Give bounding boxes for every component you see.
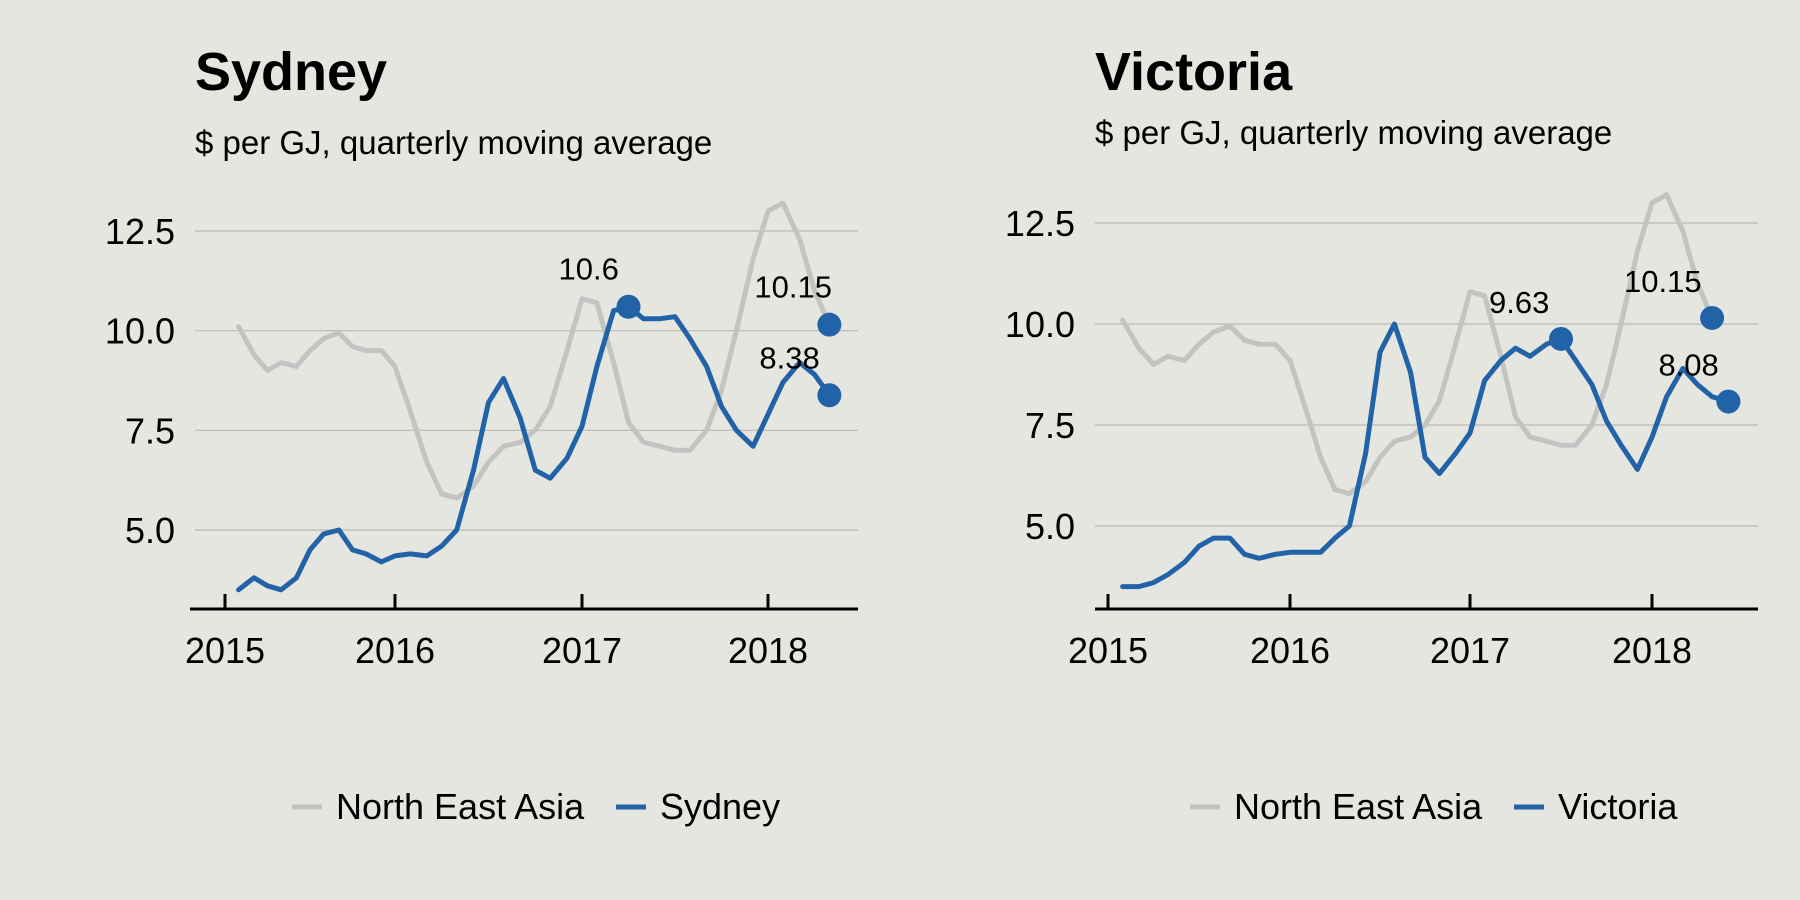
sydney-series-line-north-east-asia (236, 200, 832, 501)
sydney-data-point-marker (817, 383, 842, 408)
sydney-data-label: 10.6 (559, 252, 619, 287)
sydney-data-label: 10.15 (754, 270, 832, 305)
sydney-x-tick-label: 2016 (355, 630, 435, 671)
victoria-data-point-marker (1700, 305, 1725, 330)
sydney-data-point-marker (616, 294, 641, 319)
victoria-panel: Victoria $ per GJ, quarterly moving aver… (1005, 42, 1758, 827)
victoria-x-tick-label: 2016 (1250, 630, 1330, 671)
sydney-data-point-marker (817, 312, 842, 337)
victoria-data-point-marker (1716, 389, 1741, 414)
victoria-series-line-victoria (1120, 321, 1731, 590)
sydney-x-axis: 2015 2016 2017 2018 (185, 594, 858, 671)
sydney-x-tick-label: 2017 (542, 630, 622, 671)
sydney-panel: Sydney $ per GJ, quarterly moving averag… (105, 42, 858, 827)
victoria-chart-subtitle: $ per GJ, quarterly moving average (1095, 114, 1612, 151)
sydney-gridlines (195, 230, 858, 531)
sydney-x-tick-label: 2018 (728, 630, 808, 671)
victoria-chart-title: Victoria (1095, 42, 1293, 102)
victoria-y-axis: 5.0 7.5 10.0 12.5 (1005, 203, 1075, 547)
sydney-legend-label-north-east-asia: North East Asia (336, 786, 585, 827)
victoria-x-tick-label: 2015 (1068, 630, 1148, 671)
sydney-legend: North East Asia Sydney (292, 786, 780, 827)
sydney-data-label: 8.38 (759, 340, 819, 375)
victoria-legend-label-victoria: Victoria (1558, 786, 1678, 827)
victoria-y-tick-label: 7.5 (1025, 405, 1075, 446)
victoria-x-axis: 2015 2016 2017 2018 (1068, 594, 1758, 671)
victoria-data-label: 10.15 (1624, 264, 1702, 299)
sydney-series-line-sydney (236, 304, 832, 593)
victoria-data-point-marker (1549, 326, 1573, 351)
sydney-plot-area (236, 200, 832, 593)
victoria-data-labels: 9.63 10.15 8.08 (1489, 264, 1741, 414)
sydney-legend-label-sydney: Sydney (660, 786, 780, 827)
sydney-chart-title: Sydney (195, 42, 387, 102)
sydney-data-labels: 10.6 10.15 8.38 (559, 252, 842, 408)
victoria-x-tick-label: 2018 (1612, 630, 1692, 671)
victoria-y-tick-label: 10.0 (1005, 304, 1075, 345)
victoria-y-tick-label: 12.5 (1005, 203, 1075, 244)
victoria-plot-area (1120, 192, 1731, 590)
sydney-y-tick-label: 12.5 (105, 211, 175, 252)
victoria-legend-label-north-east-asia: North East Asia (1234, 786, 1483, 827)
victoria-series-line-north-east-asia (1120, 192, 1715, 497)
sydney-y-axis: 5.0 7.5 10.0 12.5 (105, 211, 175, 551)
sydney-y-tick-label: 5.0 (125, 510, 175, 551)
victoria-legend: North East Asia Victoria (1190, 786, 1678, 827)
victoria-data-label: 8.08 (1658, 348, 1718, 383)
sydney-y-tick-label: 7.5 (125, 410, 175, 451)
sydney-x-tick-label: 2015 (185, 630, 265, 671)
victoria-y-tick-label: 5.0 (1025, 506, 1075, 547)
sydney-y-tick-label: 10.0 (105, 311, 175, 352)
victoria-data-label: 9.63 (1489, 285, 1549, 320)
victoria-x-tick-label: 2017 (1430, 630, 1510, 671)
sydney-chart-subtitle: $ per GJ, quarterly moving average (195, 124, 712, 161)
